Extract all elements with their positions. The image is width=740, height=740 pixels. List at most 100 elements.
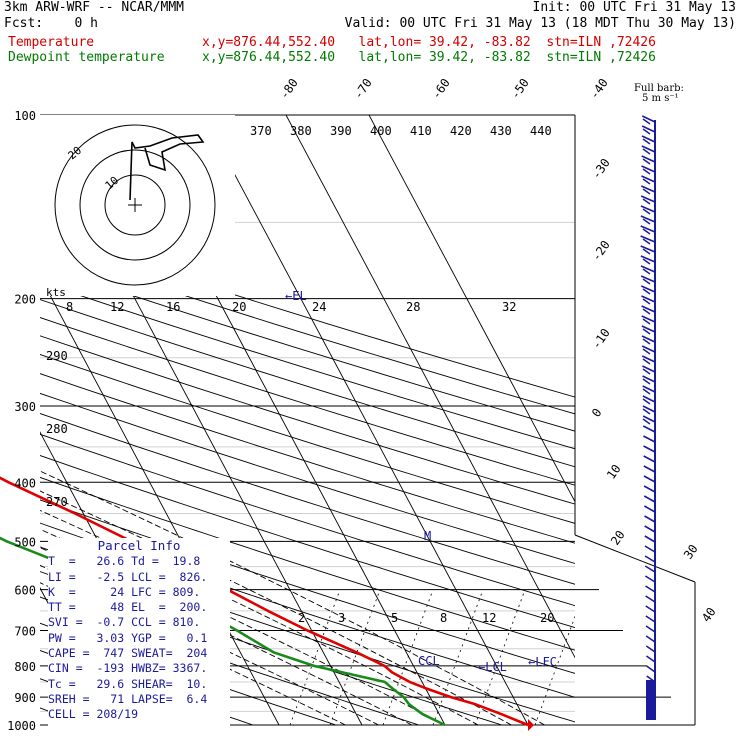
parcel-info-row: CAPE = 747 SWEAT= 204 — [48, 646, 208, 661]
wind-barb — [642, 405, 656, 413]
temperature-legend-info: x,y=876.44,552.40 lat,lon= 39.42, -83.82… — [202, 35, 656, 50]
dewpoint-point — [6, 540, 8, 543]
wind-barb — [645, 595, 656, 603]
wind-barb — [644, 535, 656, 543]
dry-adiabat — [0, 115, 4, 725]
dry-adiabat — [40, 476, 575, 651]
wind-barb — [641, 165, 656, 173]
wind-barb — [645, 605, 656, 613]
mixing-ratio-line — [382, 589, 434, 726]
temperature-point — [306, 629, 309, 632]
el-annotation: ←EL — [285, 289, 307, 303]
dry-adiabat — [40, 413, 575, 585]
temperature-point — [391, 671, 393, 674]
parcel-info-title: Parcel Info — [97, 538, 181, 553]
dry-adiabat — [40, 433, 575, 607]
mixing-ratio-label: 12 — [482, 611, 496, 625]
mixing-ratio-label: 5 — [391, 611, 398, 625]
mixing-ratio-line — [329, 589, 381, 726]
wind-legend-value: 5 m s⁻¹ — [642, 93, 679, 104]
wind-barb — [646, 665, 656, 673]
dewpoint-point — [444, 724, 446, 726]
mixing-ratio-label: 2 — [298, 611, 305, 625]
wind-barb — [641, 135, 656, 143]
dry-adiabat — [40, 264, 575, 432]
wind-barb — [640, 255, 656, 263]
pressure-tick-label: 600 — [14, 584, 36, 598]
mixing-ratio-line — [534, 615, 575, 726]
dry-adiabat — [40, 499, 575, 674]
mixing-ratio-label: 3 — [338, 611, 345, 625]
wind-barb — [641, 315, 656, 323]
mixing-ratio-line — [474, 589, 526, 726]
wind-barb — [640, 265, 656, 273]
pressure-tick-label: 900 — [14, 691, 36, 705]
hodograph-ring — [54, 124, 216, 286]
dewpoint-point — [236, 629, 238, 632]
temperature-point — [74, 512, 76, 515]
parcel-info-row: K = 24 LFC = 809. — [48, 584, 201, 599]
dry-adiabat — [40, 299, 575, 468]
wind-legend: Full barb: 5 m s⁻¹ — [634, 84, 684, 104]
init-time: Init: 00 UTC Fri 31 May 13 — [532, 0, 737, 15]
moist-adiabat — [40, 528, 446, 726]
wind-barb — [642, 208, 651, 215]
temperature-tick-label: -40 — [587, 76, 611, 102]
wind-barb — [646, 655, 656, 663]
wind-barb — [645, 645, 656, 653]
ccl-annotation: CCL — [418, 654, 440, 668]
valid-time: Valid: 00 UTC Fri 31 May 13 (18 MDT Thu … — [344, 16, 736, 31]
dewpoint-legend-label: Dewpoint temperature — [8, 50, 165, 65]
wind-barb — [642, 188, 651, 195]
parcel-info-row: SREH = 71 LAPSE= 6.4 — [48, 691, 208, 706]
wind-barb — [641, 175, 656, 183]
dry-adiabat — [40, 247, 575, 415]
lfc-annotation: ←LFC — [528, 655, 557, 669]
parcel-info-row: CELL = 208/19 — [48, 707, 139, 722]
wind-barb — [642, 298, 651, 305]
temperature-tick-label: -30 — [589, 156, 613, 182]
temperature-tick-label: 40 — [699, 605, 719, 625]
theta-label: 400 — [370, 124, 392, 138]
wind-barb — [642, 218, 651, 225]
temperature-point — [267, 610, 269, 612]
temperature-tick-label: 0 — [589, 406, 605, 420]
hodograph-scale-label: 28 — [406, 300, 420, 314]
parcel-info-row: TT = 48 EL = 200. — [48, 600, 208, 615]
isotherm-line — [202, 115, 529, 726]
wind-barb — [642, 408, 651, 415]
parcel-info-row: PW = 3.03 YGP = 0.1 — [48, 630, 208, 645]
wind-barb — [641, 345, 656, 353]
parcel-info-row: T = 26.6 Td = 19.8 — [48, 554, 201, 569]
isotherm-line — [285, 115, 575, 659]
wind-barb — [642, 375, 656, 383]
hodograph-scale-label: 20 — [232, 300, 246, 314]
temperature-point — [408, 681, 411, 683]
wind-barb — [642, 278, 651, 285]
wind-barb — [640, 205, 656, 213]
wind-barb — [643, 475, 656, 483]
wind-barb — [640, 235, 656, 243]
hodograph-scale-label: 16 — [166, 300, 180, 314]
wind-barb — [643, 485, 656, 493]
theta-label: 420 — [450, 124, 472, 138]
pressure-tick-label: 300 — [14, 400, 36, 414]
wind-barb — [642, 178, 651, 185]
theta-label: 280 — [46, 422, 68, 436]
mixing-ratio-label: 8 — [440, 611, 447, 625]
wind-barb-cluster — [646, 680, 655, 720]
dewpoint-profile — [0, 536, 446, 727]
theta-label: 430 — [490, 124, 512, 138]
wind-barb — [642, 318, 651, 325]
mixing-ratio-label: 20 — [540, 611, 554, 625]
temperature-tick-label: -80 — [277, 76, 301, 102]
theta-label: 270 — [46, 495, 68, 509]
dry-adiabat — [40, 281, 575, 450]
wind-barb — [642, 398, 651, 405]
wind-barb — [641, 145, 656, 153]
mixing-ratio-line — [289, 589, 341, 726]
wind-barb — [643, 505, 656, 513]
wind-barb — [642, 288, 651, 295]
forecast-hour: Fcst: 0 h — [4, 16, 98, 31]
wind-barb — [641, 115, 656, 123]
